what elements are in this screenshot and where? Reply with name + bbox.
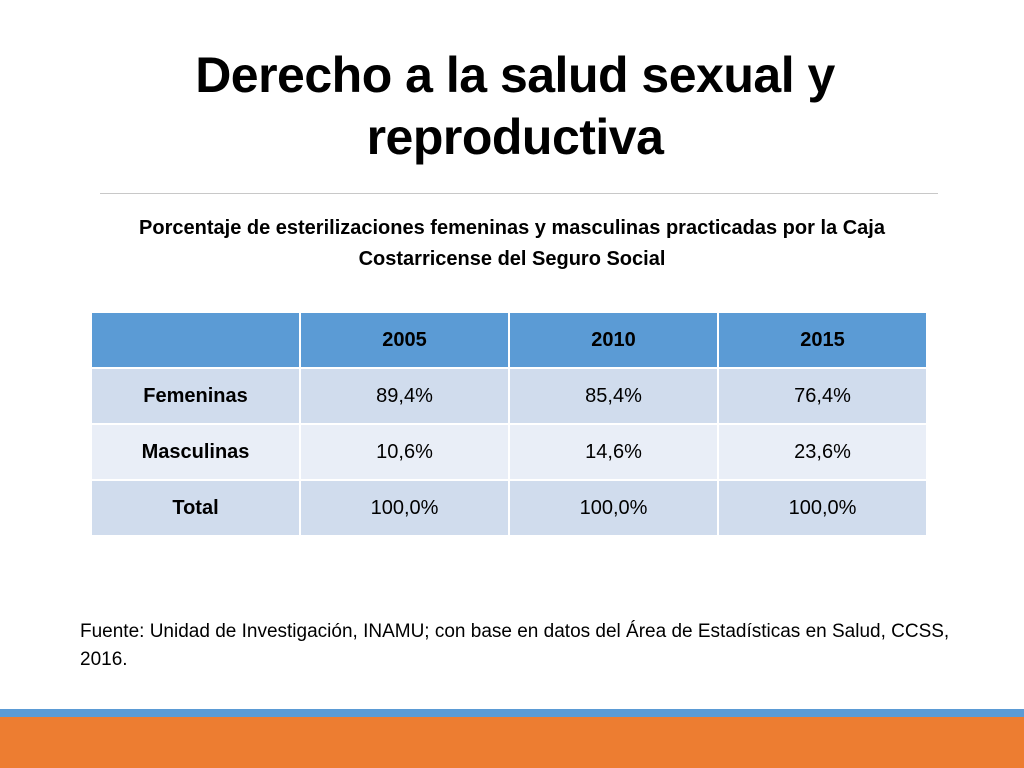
table-cell: 23,6% — [717, 423, 928, 481]
table-cell: 76,4% — [717, 367, 928, 425]
row-label: Femeninas — [90, 367, 301, 425]
table-cell: 85,4% — [508, 367, 719, 425]
sterilization-table: 2005 2010 2015 Femeninas 89,4% 85,4% 76,… — [90, 311, 928, 537]
title-divider — [100, 193, 938, 194]
table-cell: 100,0% — [717, 479, 928, 537]
table-cell: 100,0% — [508, 479, 719, 537]
table-cell: 14,6% — [508, 423, 719, 481]
table-header-row: 2005 2010 2015 — [90, 311, 928, 369]
slide-title: Derecho a la salud sexual y reproductiva — [195, 47, 835, 165]
table-cell: 100,0% — [299, 479, 510, 537]
header-cell-2015: 2015 — [717, 311, 928, 369]
footer-blue-bar — [0, 709, 1024, 717]
table-row-femeninas: Femeninas 89,4% 85,4% 76,4% — [90, 367, 928, 425]
row-label: Total — [90, 479, 301, 537]
footer-orange-bar — [0, 717, 1024, 768]
table-caption: Porcentaje de esterilizaciones femeninas… — [139, 217, 885, 270]
table-cell: 10,6% — [299, 423, 510, 481]
header-cell-2010: 2010 — [508, 311, 719, 369]
source-note: Fuente: Unidad de Investigación, INAMU; … — [80, 621, 950, 670]
header-cell-2005: 2005 — [299, 311, 510, 369]
table-row-masculinas: Masculinas 10,6% 14,6% 23,6% — [90, 423, 928, 481]
header-cell-empty — [90, 311, 301, 369]
table-cell: 89,4% — [299, 367, 510, 425]
row-label: Masculinas — [90, 423, 301, 481]
table-row-total: Total 100,0% 100,0% 100,0% — [90, 479, 928, 537]
